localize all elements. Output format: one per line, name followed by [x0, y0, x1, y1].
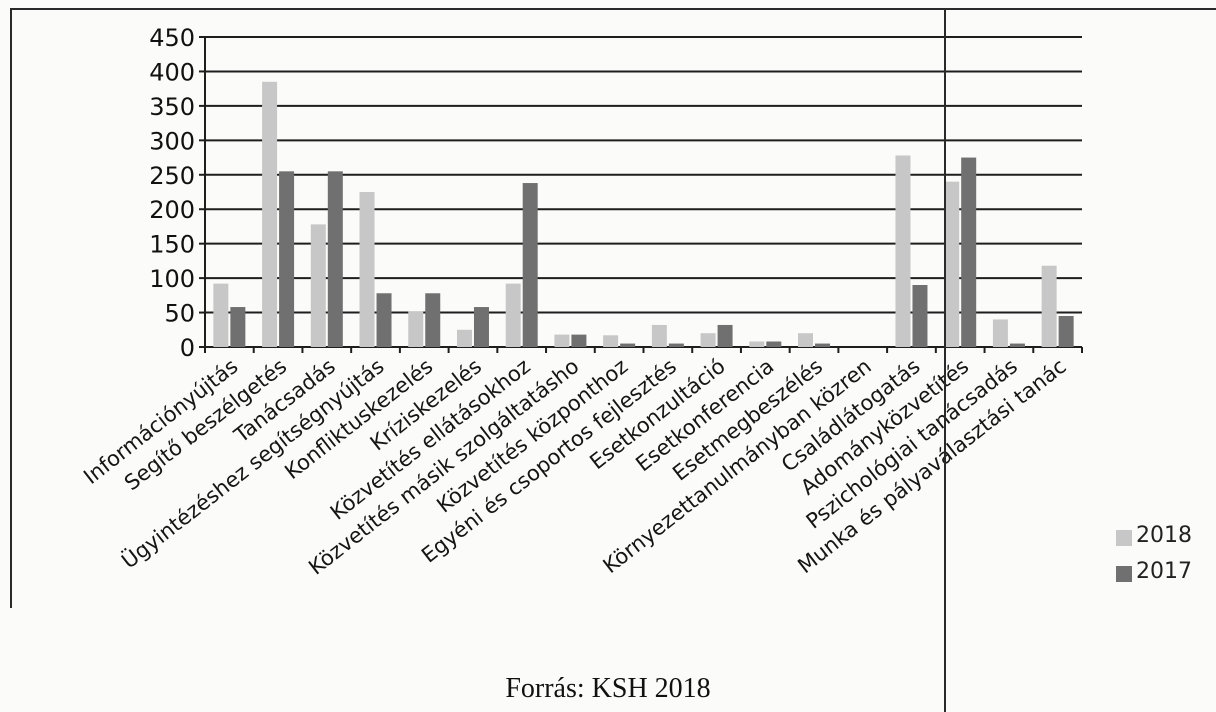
bar-2017-1	[279, 171, 295, 347]
y-tick-label: 200	[149, 196, 195, 224]
bar-2018-10	[700, 333, 716, 347]
bar-2017-14	[912, 285, 928, 347]
y-tick-label: 400	[149, 58, 195, 86]
scan-frame-left	[10, 8, 12, 608]
bar-2017-6	[522, 183, 538, 347]
legend-label-2017: 2017	[1136, 559, 1192, 584]
bar-2017-17	[1058, 316, 1074, 347]
y-tick-label: 100	[149, 265, 195, 293]
y-tick-label: 50	[164, 300, 195, 328]
bar-2018-1	[262, 81, 278, 348]
bar-2018-15	[944, 181, 960, 347]
y-tick-label: 150	[149, 231, 195, 259]
bar-2018-6	[505, 283, 521, 347]
bar-2018-11	[749, 341, 765, 347]
bar-2017-11	[766, 341, 782, 347]
bar-2017-4	[425, 293, 441, 347]
bar-2017-7	[571, 334, 587, 347]
bar-2017-5	[473, 307, 489, 347]
bar-2017-3	[376, 293, 392, 347]
bar-2017-15	[961, 157, 977, 347]
y-tick-label: 450	[149, 24, 195, 52]
bar-2017-0	[230, 307, 246, 347]
bar-2018-0	[213, 283, 229, 347]
source-note: Forrás: KSH 2018	[505, 673, 711, 704]
bar-2018-17	[1041, 265, 1057, 347]
bar-2017-16	[1009, 343, 1025, 347]
legend-swatch-2018	[1116, 530, 1132, 546]
legend-swatch-2017	[1116, 566, 1132, 582]
bar-2018-2	[310, 224, 326, 347]
legend-label-2018: 2018	[1136, 523, 1192, 548]
scan-frame-top	[10, 8, 1216, 10]
bar-2017-10	[717, 324, 733, 347]
y-tick-label: 350	[149, 93, 195, 121]
y-tick-label: 250	[149, 162, 195, 190]
bar-2018-12	[798, 333, 814, 347]
y-tick-label: 0	[180, 334, 195, 362]
bar-2017-9	[668, 343, 684, 347]
bar-2018-14	[895, 155, 911, 347]
bar-2018-3	[359, 192, 375, 347]
bar-2018-5	[456, 329, 472, 347]
bar-2018-4	[408, 311, 424, 347]
bar-2018-7	[554, 334, 570, 347]
scan-frame-divider	[944, 8, 946, 712]
bar-2017-12	[815, 343, 831, 347]
bar-2017-8	[620, 343, 636, 347]
bar-2018-8	[603, 335, 619, 347]
bar-2017-2	[327, 171, 343, 347]
y-tick-label: 300	[149, 127, 195, 155]
bar-2018-16	[992, 319, 1008, 347]
bar-2018-9	[651, 324, 667, 347]
